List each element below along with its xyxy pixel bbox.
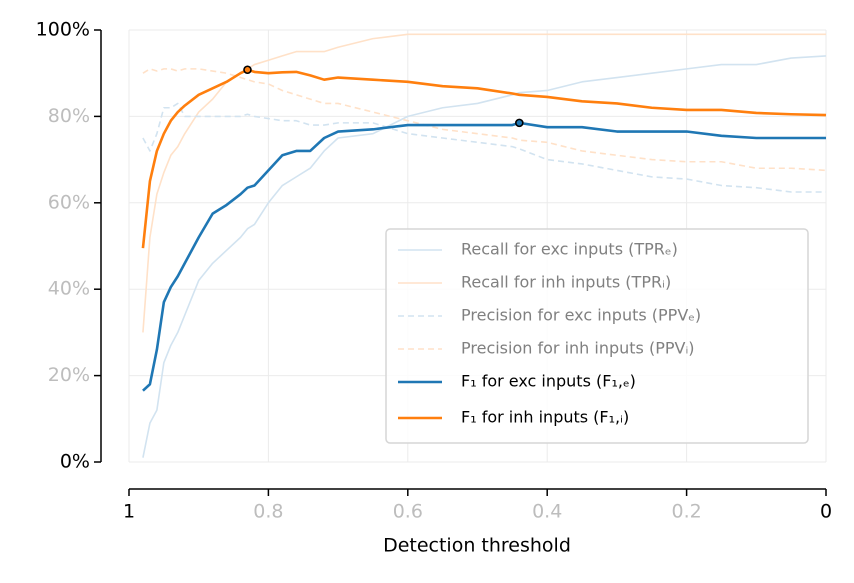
y-tick-label: 100% <box>36 19 90 41</box>
max-marker <box>243 65 252 75</box>
legend-label: Recall for inh inputs (TPRᵢ) <box>461 273 671 292</box>
x-tick-label: 1 <box>123 501 135 523</box>
legend-label: F₁ for inh inputs (F₁,ᵢ) <box>461 408 629 427</box>
max-marker <box>515 118 524 128</box>
x-axis-label: Detection threshold <box>383 535 571 557</box>
legend-box <box>385 228 809 444</box>
x-tick-label: 0.8 <box>253 501 283 523</box>
x-tick-label: 0.6 <box>393 501 423 523</box>
plot <box>141 33 827 458</box>
series-line <box>142 121 826 392</box>
legend-label: Recall for exc inputs (TPRₑ) <box>461 240 678 259</box>
legend-label: F₁ for exc inputs (F₁,ₑ) <box>461 372 636 391</box>
x-tick-label: 0.4 <box>532 501 562 523</box>
y-tick-label: 80% <box>48 105 90 127</box>
legend: Recall for exc inputs (TPRₑ) Recall for i… <box>385 228 809 444</box>
legend-label: Precision for inh inputs (PPVᵢ) <box>461 339 695 358</box>
y-tick-label: 0% <box>60 451 90 473</box>
x-tick-label: 0 <box>820 501 832 523</box>
y-tick-label: 60% <box>48 191 90 213</box>
y-tick-label: 20% <box>48 364 90 386</box>
series-line <box>142 68 827 172</box>
series-line <box>142 33 826 333</box>
axes: 0% 20% 40% 60% 80% 100% 1 0.8 0.6 0.4 0.2 0 <box>36 19 832 523</box>
x-tick-label: 0.2 <box>671 501 701 523</box>
series-line <box>142 55 827 458</box>
series-line <box>141 68 827 249</box>
legend-label: Precision for exc inputs (PPVₑ) <box>461 306 701 325</box>
y-tick-label: 40% <box>48 278 90 300</box>
